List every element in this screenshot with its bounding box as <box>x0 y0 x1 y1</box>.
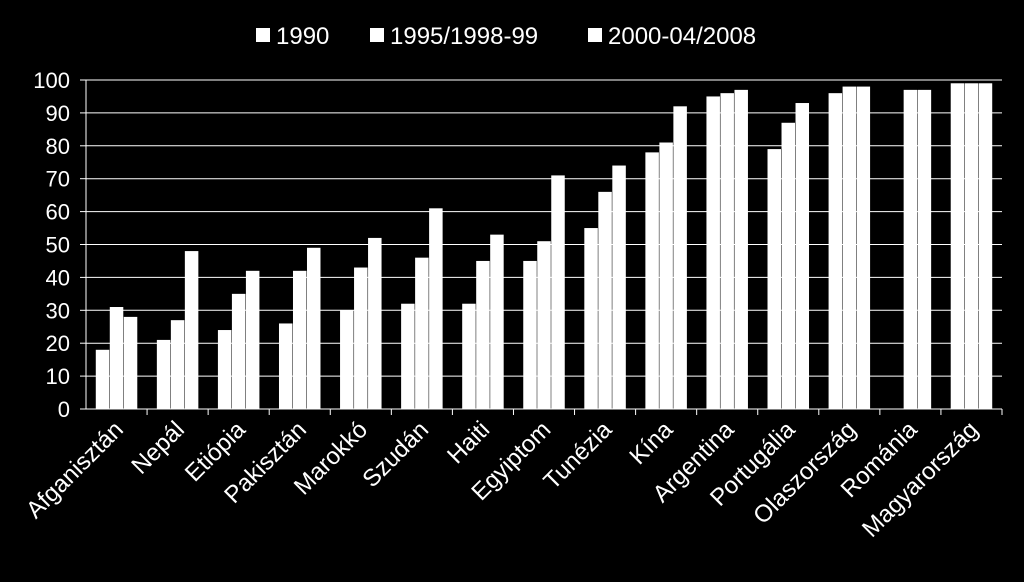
bar <box>950 83 965 409</box>
legend-label: 1990 <box>276 23 329 50</box>
legend-swatch <box>588 28 602 42</box>
y-tick-label: 50 <box>46 233 70 258</box>
y-tick-label: 100 <box>33 68 70 93</box>
legend-label: 1995/1998-99 <box>390 23 538 50</box>
bar <box>217 330 232 409</box>
bar <box>781 122 796 410</box>
x-tick-label: Afganisztán <box>21 416 129 524</box>
bar <box>95 349 110 409</box>
bar <box>673 106 687 409</box>
legend-swatch <box>370 28 384 42</box>
y-axis: 0 10 20 30 40 50 60 70 80 90 100 <box>33 68 87 422</box>
bar <box>659 142 673 409</box>
bar <box>645 152 659 409</box>
bar <box>828 93 843 409</box>
bar <box>306 247 321 409</box>
bar <box>245 270 260 409</box>
y-tick-label: 0 <box>58 397 70 422</box>
bar <box>123 316 138 409</box>
bar <box>401 303 415 409</box>
bar <box>429 208 443 409</box>
bar <box>856 86 871 409</box>
bar <box>184 251 199 409</box>
bar <box>415 257 429 409</box>
bar <box>170 320 185 409</box>
y-tick-label: 10 <box>46 364 70 389</box>
bar <box>978 83 993 409</box>
y-tick-label: 60 <box>46 200 70 225</box>
bar <box>795 103 810 409</box>
bar <box>462 303 476 409</box>
x-tick-label: Haiti <box>442 416 495 469</box>
legend-swatch <box>256 28 270 42</box>
bar <box>917 89 932 410</box>
bar <box>368 237 382 409</box>
x-tick-label: Tunézia <box>538 416 617 495</box>
bar <box>231 293 246 409</box>
bar <box>720 93 734 409</box>
y-tick-label: 40 <box>46 265 70 290</box>
bar <box>551 175 565 409</box>
bar <box>767 149 782 409</box>
bars <box>95 83 993 410</box>
y-tick-label: 70 <box>46 167 70 192</box>
bar <box>490 234 504 409</box>
bar <box>523 260 537 409</box>
y-tick-label: 20 <box>46 331 70 356</box>
bar <box>340 310 354 409</box>
bar <box>734 89 748 410</box>
bar <box>354 267 368 409</box>
bar <box>842 86 857 409</box>
bar <box>537 241 551 409</box>
bar <box>964 83 979 409</box>
x-tick-label: Kína <box>624 416 678 470</box>
bar <box>612 165 626 409</box>
bar <box>476 260 490 409</box>
y-tick-label: 30 <box>46 298 70 323</box>
legend: 1990 1995/1998-99 2000-04/2008 <box>256 23 756 50</box>
bar <box>292 270 307 409</box>
bar <box>109 307 124 409</box>
bar <box>584 228 598 409</box>
legend-label: 2000-04/2008 <box>608 23 756 50</box>
x-axis: AfganisztánNepálEtiópiaPakisztánMarokkóS… <box>21 408 1003 543</box>
bar <box>278 323 293 409</box>
y-tick-label: 80 <box>46 134 70 159</box>
bar <box>156 339 171 409</box>
y-tick-label: 90 <box>46 101 70 126</box>
bar <box>903 89 918 410</box>
x-tick-label: Szudán <box>357 416 434 493</box>
x-tick-label: Nepál <box>126 416 189 479</box>
bar <box>706 96 720 409</box>
bar <box>598 191 612 409</box>
